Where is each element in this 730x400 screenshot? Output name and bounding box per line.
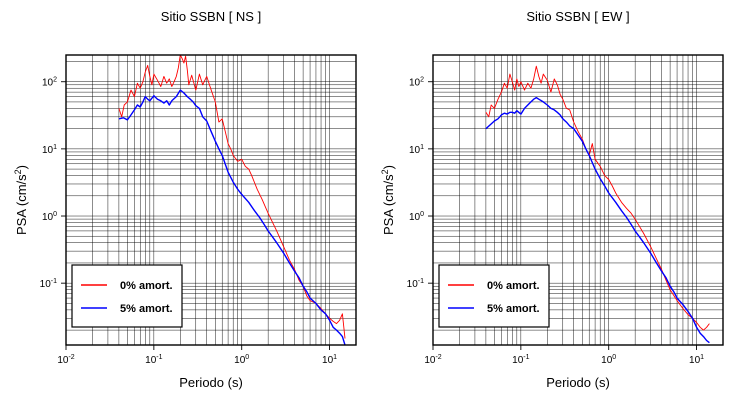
x-tick-label: 10-1 <box>145 354 162 366</box>
y-tick-label: 10-1 <box>407 278 424 290</box>
legend: 0% amort. 5% amort. <box>438 264 550 328</box>
x-tick-label: 101 <box>689 354 704 366</box>
legend-label: 0% amort. <box>487 280 540 292</box>
series-line-red <box>485 65 710 331</box>
legend-box <box>71 264 183 328</box>
chart-title: Sitio SSBN [ EW ] <box>526 9 629 24</box>
x-tick-label: 10-2 <box>57 354 74 366</box>
y-tick-label: 102 <box>42 77 57 89</box>
x-tick-label: 101 <box>322 354 337 366</box>
legend-label: 5% amort. <box>120 303 173 315</box>
x-tick-label: 10-2 <box>424 354 441 366</box>
x-tick-label: 10-1 <box>512 354 529 366</box>
chart-panel-1: 10-2 10-1 100 101 10-1 100 101 102 Sitio SSBN [ … <box>13 9 357 390</box>
grid <box>433 55 723 345</box>
chart-panel-2: 10-2 10-1 100 101 10-1 100 101 102 Sitio SSBN [ … <box>380 9 724 390</box>
chart-title: Sitio SSBN [ NS ] <box>161 9 261 24</box>
legend-label: 0% amort. <box>120 280 173 292</box>
x-tick-label: 100 <box>234 354 249 366</box>
x-axis-label: Periodo (s) <box>546 375 610 390</box>
y-tick-label: 10-1 <box>40 278 57 290</box>
y-axis-label: PSA (cm/s2) <box>13 165 29 235</box>
y-tick-label: 100 <box>409 211 424 223</box>
plot-frame <box>65 54 357 346</box>
y-tick-label: 100 <box>42 211 57 223</box>
x-tick-label: 100 <box>601 354 616 366</box>
y-axis-label: PSA (cm/s2) <box>380 165 396 235</box>
y-tick-label: 101 <box>409 144 424 156</box>
legend-label: 5% amort. <box>487 303 540 315</box>
x-axis-label: Periodo (s) <box>179 375 243 390</box>
legend: 0% amort. 5% amort. <box>71 264 183 328</box>
y-tick-label: 102 <box>409 77 424 89</box>
y-tick-label: 101 <box>42 144 57 156</box>
plot-frame <box>432 54 724 346</box>
legend-box <box>438 264 550 328</box>
series-line-blue <box>485 96 710 344</box>
series-line-blue <box>118 89 346 346</box>
